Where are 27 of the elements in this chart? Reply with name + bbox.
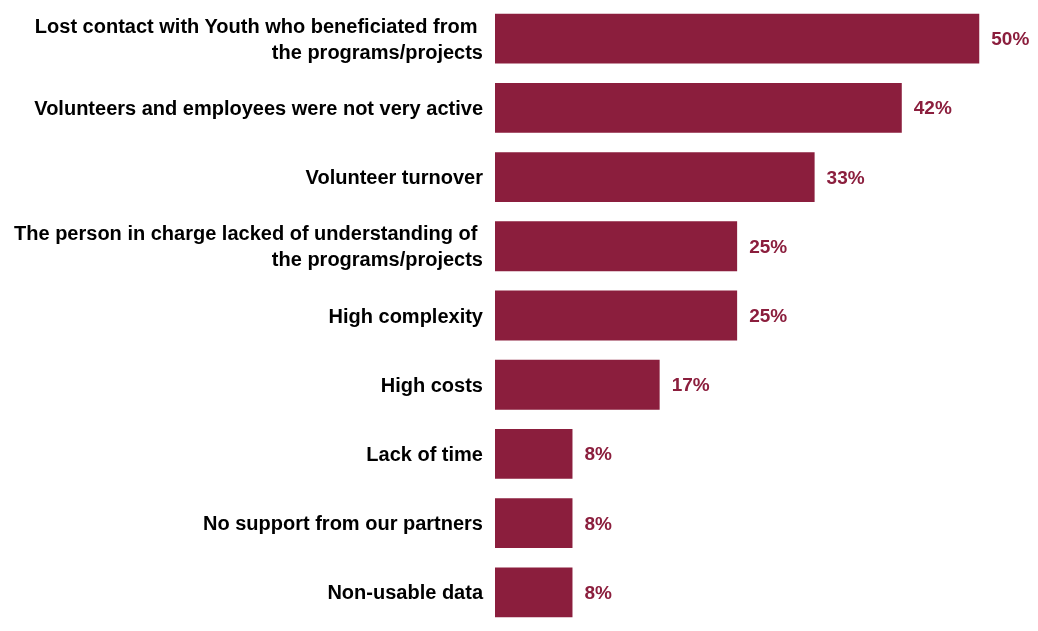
bar (495, 82, 902, 133)
bar (495, 152, 815, 202)
y-tick-label: The person in charge lacked of understanding of the programs/projects (14, 222, 483, 271)
data-label: 33% (826, 166, 865, 188)
data-label: 25% (749, 305, 788, 326)
y-tick-label: Lack of time (366, 442, 483, 465)
bar (495, 498, 573, 549)
y-tick-label: Volunteer turnover (305, 166, 484, 189)
data-label: 42% (913, 97, 952, 119)
bar (495, 567, 573, 618)
bar (495, 429, 573, 479)
data-label: 50% (991, 28, 1030, 50)
data-label: 8% (584, 443, 613, 465)
data-label: 8% (584, 581, 613, 603)
y-tick-label: Non-usable data (327, 581, 484, 604)
data-label: 8% (584, 512, 613, 534)
y-tick-label: High complexity (328, 304, 484, 327)
y-tick-label: No support from our partners (202, 512, 483, 535)
bar (495, 290, 738, 341)
bar (495, 359, 660, 410)
y-tick-label: Lost contact with Youth who beneficiated from the programs/projects (34, 14, 483, 63)
data-label: 25% (749, 235, 788, 257)
bar (495, 13, 980, 64)
bar (495, 221, 738, 272)
y-tick-label: Volunteers and employees were not very active (34, 96, 483, 119)
data-label: 17% (671, 374, 710, 396)
y-tick-label: High costs (380, 373, 483, 396)
